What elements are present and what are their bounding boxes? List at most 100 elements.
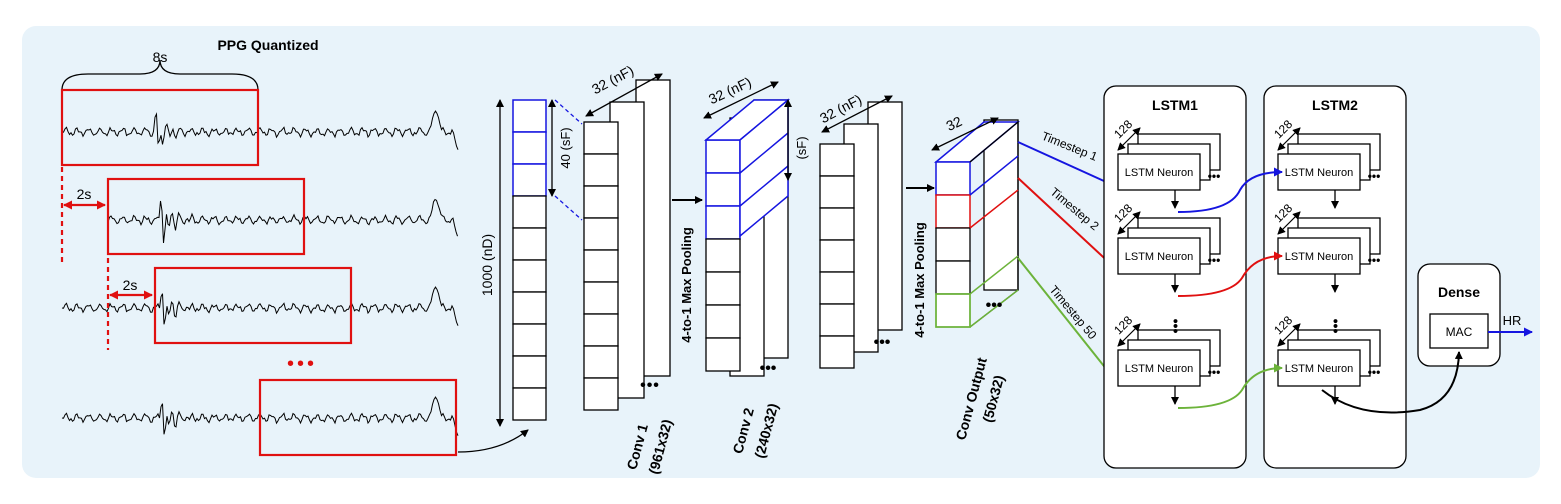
ppg-title: PPG Quantized bbox=[217, 37, 318, 53]
conv1-col-cell bbox=[583, 281, 619, 315]
input-col-cell bbox=[512, 163, 547, 197]
conv-output-edge bbox=[969, 155, 1019, 196]
pool2-label: 4-to-1 Max Pooling bbox=[912, 222, 927, 338]
ppg-waveform-3 bbox=[61, 286, 459, 326]
conv3-col-cell bbox=[819, 271, 855, 305]
input-length-label: 1000 (nD) bbox=[479, 234, 495, 296]
lstm-timestep-dots: ••• bbox=[1168, 319, 1184, 334]
conv2-dots: ••• bbox=[760, 360, 777, 377]
conv-output-depth: 32 bbox=[943, 113, 964, 134]
filter-proj-top bbox=[554, 99, 583, 125]
input-col-cell bbox=[512, 195, 547, 229]
conv-output-edge bbox=[969, 189, 1019, 229]
input-vector bbox=[512, 99, 547, 421]
conv1-dots: ••• bbox=[640, 377, 660, 394]
lstm-stack-dots: ••• bbox=[1208, 253, 1221, 267]
conv2-col-cell bbox=[705, 205, 741, 240]
input-filter-size: 40 (sF) bbox=[558, 127, 573, 168]
lstm1-lstm2-link-1 bbox=[1177, 167, 1283, 213]
input-col-cell bbox=[512, 259, 547, 293]
conv2-col-cell bbox=[705, 337, 741, 372]
lstm1-lstm2-link-50 bbox=[1177, 363, 1283, 409]
lstm-neuron-label: LSTM Neuron bbox=[1285, 167, 1353, 179]
input-col-cell bbox=[512, 387, 547, 421]
input-col-cell bbox=[512, 355, 547, 389]
lstm-neuron bbox=[1277, 237, 1361, 275]
window-brace bbox=[61, 59, 259, 91]
conv-output-cell bbox=[935, 227, 971, 262]
conv1-col-cell bbox=[583, 345, 619, 379]
more-windows-ellipsis: ••• bbox=[287, 353, 317, 375]
conv-output-edge bbox=[969, 289, 1019, 328]
conv2-col-cell bbox=[705, 271, 741, 306]
input-col-cell bbox=[512, 323, 547, 357]
lstm1-title: LSTM1 bbox=[1152, 97, 1198, 113]
conv2-col-cell bbox=[705, 304, 741, 339]
conv2-col-cell bbox=[705, 172, 741, 207]
input-col-cell bbox=[512, 227, 547, 261]
conv-output-edge bbox=[969, 255, 1019, 295]
conv1-feature-map bbox=[583, 121, 619, 411]
conv1-col-cell bbox=[583, 153, 619, 187]
conv2-col-cell bbox=[705, 238, 741, 273]
mac-label: MAC bbox=[1446, 325, 1473, 339]
timestep1-arrow bbox=[1017, 141, 1116, 187]
lstm1-lstm2-link-2 bbox=[1177, 251, 1283, 297]
ppg-waveform-1 bbox=[61, 110, 459, 150]
filter-proj-bottom bbox=[554, 195, 583, 221]
input-col-cell bbox=[512, 291, 547, 325]
input-col-cell bbox=[512, 131, 547, 165]
conv1-col-cell bbox=[583, 313, 619, 347]
lstm-stack-dots: ••• bbox=[1368, 169, 1381, 183]
conv-output-cell bbox=[935, 293, 971, 328]
pool1-label: 4-to-1 Max Pooling bbox=[679, 227, 694, 343]
lstm2-to-dense-arrow bbox=[1321, 351, 1463, 414]
conv3-col-cell bbox=[819, 207, 855, 241]
dense-title: Dense bbox=[1438, 284, 1480, 300]
lstm-stack-dots: ••• bbox=[1368, 365, 1381, 379]
conv-output-cell bbox=[935, 194, 971, 229]
conv3-filters-arrow bbox=[821, 95, 893, 133]
lstm-units-arrow bbox=[1117, 211, 1141, 235]
lstm2-title: LSTM2 bbox=[1312, 97, 1358, 113]
conv1-col-cell bbox=[583, 377, 619, 411]
conv1-col-cell bbox=[583, 185, 619, 219]
lstm-stack-dots: ••• bbox=[1208, 365, 1221, 379]
lstm-stack-dots: ••• bbox=[1368, 253, 1381, 267]
conv3-col-cell bbox=[819, 143, 855, 177]
conv3-col-cell bbox=[819, 303, 855, 337]
conv1-col-cell bbox=[583, 249, 619, 283]
lstm-neuron bbox=[1117, 153, 1201, 191]
lstm-neuron-label: LSTM Neuron bbox=[1285, 251, 1353, 263]
conv2-filter-edge bbox=[739, 165, 789, 207]
conv3-col-cell bbox=[819, 239, 855, 273]
conv-output-dots: ••• bbox=[986, 297, 1003, 314]
lstm-neuron-label: LSTM Neuron bbox=[1125, 363, 1193, 375]
conv1-col-cell bbox=[583, 121, 619, 155]
window-box-3 bbox=[153, 266, 353, 345]
lstm-neuron bbox=[1277, 349, 1361, 387]
window-label: 8s bbox=[153, 49, 168, 65]
lstm-neuron-label: LSTM Neuron bbox=[1285, 363, 1353, 375]
conv-output-cell bbox=[935, 293, 971, 328]
conv2-filter-size: (sF) bbox=[794, 136, 809, 159]
conv3-feature-map bbox=[819, 143, 855, 369]
conv3-col-cell bbox=[819, 335, 855, 369]
lstm-stack-dots: ••• bbox=[1208, 169, 1221, 183]
shift-label-1: 2s bbox=[77, 186, 92, 202]
timestep2-arrow bbox=[1017, 177, 1116, 269]
lstm-units-arrow bbox=[1277, 323, 1301, 347]
lstm-units-arrow bbox=[1117, 323, 1141, 347]
conv2-filters-arrow bbox=[703, 81, 779, 119]
lstm-timestep-dots: ••• bbox=[1328, 319, 1344, 334]
input-arrow bbox=[457, 429, 529, 453]
lstm-neuron-label: LSTM Neuron bbox=[1125, 167, 1193, 179]
hr-output-label: HR bbox=[1503, 313, 1522, 328]
conv-output-depth-arrow bbox=[931, 117, 999, 151]
conv2-filter-edge bbox=[739, 132, 789, 174]
conv3-dots: ••• bbox=[874, 334, 891, 351]
conv3-col-cell bbox=[819, 175, 855, 209]
